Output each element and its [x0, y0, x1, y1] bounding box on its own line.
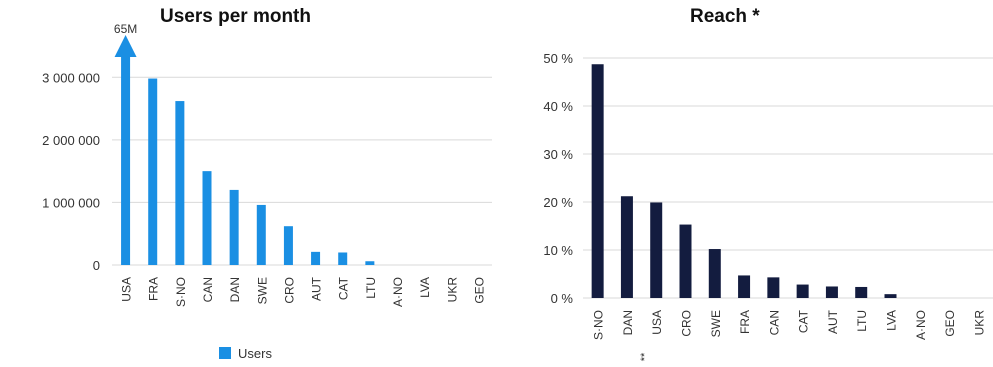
reach-x-tick-label: AUT [826, 309, 840, 334]
reach-bar [884, 294, 897, 298]
reach-y-tick-label: 0 % [551, 291, 574, 306]
users-bar [283, 226, 293, 265]
users-x-tick-label: CAT [337, 276, 351, 300]
users-overflow-label: 65M [114, 22, 137, 36]
reach-x-tick-label: GEO [943, 310, 957, 337]
reach-y-tick-label: 10 % [543, 243, 573, 258]
users-x-tick-label: AUT [310, 276, 324, 301]
reach-y-tick-label: 50 % [543, 51, 573, 66]
reach-x-tick-label: UKR [972, 310, 986, 336]
users-y-tick-label: 0 [93, 258, 100, 273]
users-x-tick-label: USA [120, 277, 134, 302]
users-bar [121, 55, 131, 265]
users-x-tick-label: S·NO [174, 277, 188, 307]
reach-chart-title: Reach * [690, 6, 760, 27]
users-chart-title: Users per month [160, 6, 311, 27]
reach-bar [591, 64, 604, 299]
reach-bar [650, 202, 663, 298]
users-x-tick-label: LTU [364, 277, 378, 299]
users-bar [256, 204, 266, 265]
reach-x-tick-label: LVA [885, 310, 899, 331]
reach-bar [796, 284, 809, 298]
users-legend-swatch [219, 347, 231, 359]
users-x-tick-label: CAN [201, 277, 215, 302]
users-legend-label: Users [238, 346, 272, 361]
reach-x-tick-label: LTU [855, 310, 869, 332]
reach-y-tick-label: 40 % [543, 99, 573, 114]
reach-x-tick-label: DAN [621, 310, 635, 335]
users-x-tick-label: GEO [472, 277, 486, 304]
reach-bar [620, 196, 633, 298]
reach-y-tick-label: 20 % [543, 195, 573, 210]
reach-x-tick-label: USA [650, 310, 664, 335]
reach-y-tick-label: 30 % [543, 147, 573, 162]
users-x-tick-label: SWE [255, 277, 269, 304]
users-y-tick-label: 1 000 000 [42, 195, 100, 210]
reach-bar [855, 286, 868, 298]
reach-bar [679, 224, 692, 298]
reach-bar [825, 286, 838, 298]
users-x-tick-label: UKR [445, 277, 459, 303]
reach-x-footnote-mark: ** [639, 352, 651, 361]
users-bar [148, 78, 158, 265]
users-bar [338, 252, 348, 265]
users-bar [202, 171, 212, 265]
reach-bar [767, 277, 780, 298]
reach-bar [708, 249, 721, 298]
users-bar [311, 251, 321, 265]
reach-x-tick-label: S·NO [592, 310, 606, 340]
users-bar [229, 189, 239, 265]
reach-x-tick-label: SWE [709, 310, 723, 337]
users-x-tick-label: CRO [282, 277, 296, 304]
users-bar [365, 261, 375, 265]
reach-bar [738, 275, 751, 298]
reach-x-tick-label: CAT [797, 309, 811, 333]
users-x-tick-label: DAN [228, 277, 242, 302]
reach-x-tick-label: FRA [738, 310, 752, 334]
users-y-tick-label: 2 000 000 [42, 133, 100, 148]
reach-x-tick-label: CAN [767, 310, 781, 335]
users-x-tick-label: FRA [147, 277, 161, 301]
reach-x-tick-label: A·NO [914, 310, 928, 340]
users-overflow-arrow [114, 35, 137, 57]
users-x-tick-label: A·NO [391, 277, 405, 307]
users-bar [175, 101, 185, 265]
users-x-tick-label: LVA [418, 277, 432, 298]
users-y-tick-label: 3 000 000 [42, 70, 100, 85]
reach-x-tick-label: CRO [680, 310, 694, 337]
